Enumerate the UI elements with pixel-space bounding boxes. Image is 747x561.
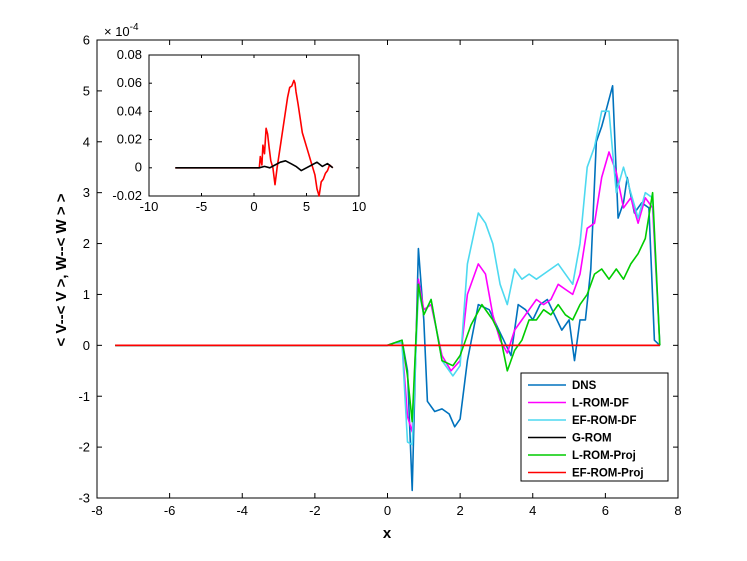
main-series-l-rom-proj <box>115 191 661 423</box>
main-xtick-label: 8 <box>674 503 681 518</box>
inset-xtick-label: 5 <box>303 199 310 214</box>
inset-ytick-label: -0.02 <box>112 188 142 203</box>
inset-series-ef-rom-proj <box>175 79 334 197</box>
legend-label-ef-rom-proj: EF-ROM-Proj <box>572 468 644 480</box>
main-ytick-label: 2 <box>83 236 90 251</box>
main-ytick-label: 1 <box>83 287 90 302</box>
main-ytick-label: -1 <box>78 389 90 404</box>
inset-xtick-label: 0 <box>250 199 257 214</box>
main-ytick-label: 3 <box>83 185 90 200</box>
main-xtick-label: -8 <box>91 503 103 518</box>
main-xtick-label: 2 <box>457 503 464 518</box>
legend-label-ef-rom-df: EF-ROM-DF <box>572 415 637 427</box>
legend-label-dns: DNS <box>572 380 597 392</box>
main-xtick-label: 0 <box>384 503 391 518</box>
main-ytick-label: 6 <box>83 33 90 48</box>
inset-plot-frame <box>148 54 360 197</box>
inset-ytick-label: 0.02 <box>117 131 142 146</box>
legend-label-g-rom: G-ROM <box>572 433 612 445</box>
main-ytick-label: 5 <box>83 83 90 98</box>
y-axis-label: < V--< V >, W--< W > > <box>53 193 70 346</box>
main-ytick-label: 4 <box>83 134 90 149</box>
inset-xtick-label: 10 <box>352 199 366 214</box>
main-xtick-label: 6 <box>602 503 609 518</box>
inset-series-group <box>175 79 334 197</box>
legend-label-l-rom-proj: L-ROM-Proj <box>572 450 636 462</box>
legend: DNS L-ROM-DF EF-ROM-DF G-ROM L-ROM-Proj EF-RO… <box>520 372 669 482</box>
main-xtick-label: -4 <box>236 503 248 518</box>
main-series-group <box>115 85 661 492</box>
main-ytick-label: 0 <box>83 338 90 353</box>
main-xtick-label: -2 <box>309 503 321 518</box>
legend-box <box>520 372 669 482</box>
main-xtick-label: -6 <box>164 503 176 518</box>
main-series-dns <box>115 85 661 492</box>
main-ytick-label: -3 <box>78 491 90 506</box>
inset-ytick-label: 0 <box>135 160 142 175</box>
y-exponent-label: × 10-4 <box>104 22 139 39</box>
inset-xtick-label: -10 <box>140 199 159 214</box>
inset-ytick-label: 0.04 <box>117 103 142 118</box>
inset-axis-ticks: -10 -5 0 5 10 -0.02 0 0.02 0.04 0.06 0.08 <box>112 47 366 214</box>
inset-ytick-label: 0.06 <box>117 75 142 90</box>
legend-label-l-rom-df: L-ROM-DF <box>572 398 629 410</box>
x-axis-label: x <box>383 525 392 542</box>
main-ytick-label: -2 <box>78 440 90 455</box>
inset-ytick-label: 0.08 <box>117 47 142 62</box>
inset-xtick-label: -5 <box>196 199 208 214</box>
main-xtick-label: 4 <box>529 503 536 518</box>
inset-series-g-rom <box>175 160 334 172</box>
